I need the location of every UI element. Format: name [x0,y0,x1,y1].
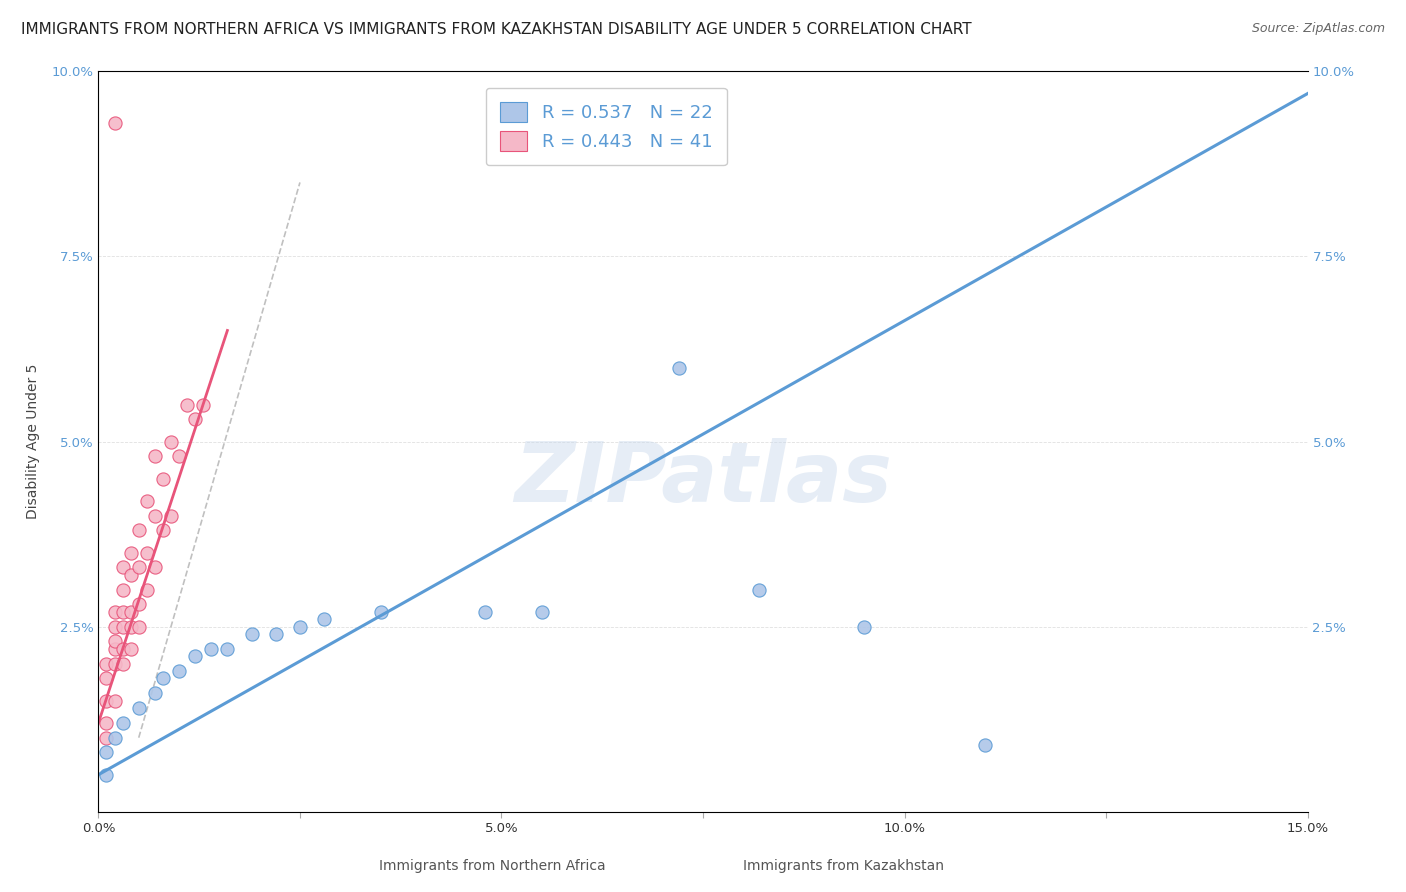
Point [128,524,150,538]
Point [111,605,134,619]
Text: Source: ZipAtlas.com: Source: ZipAtlas.com [1251,22,1385,36]
Text: Immigrants from Kazakhstan: Immigrants from Kazakhstan [744,859,943,872]
Point [111,582,134,597]
Point [152,524,174,538]
Point [853,619,876,633]
Point [120,619,142,633]
Point [111,715,134,730]
Point [103,619,125,633]
Point [240,627,263,641]
Point [96,657,118,671]
Point [160,434,183,449]
Point [184,649,207,664]
Point [96,715,118,730]
Point [152,672,174,686]
Point [135,582,157,597]
Text: IMMIGRANTS FROM NORTHERN AFRICA VS IMMIGRANTS FROM KAZAKHSTAN DISABILITY AGE UND: IMMIGRANTS FROM NORTHERN AFRICA VS IMMIG… [21,22,972,37]
Point [264,627,287,641]
Legend: R = 0.537   N = 22, R = 0.443   N = 41: R = 0.537 N = 22, R = 0.443 N = 41 [485,87,727,166]
Point [143,508,166,523]
Point [128,701,150,715]
Point [668,360,690,375]
Point [120,567,142,582]
Point [128,598,150,612]
Point [120,545,142,560]
Point [103,657,125,671]
Point [111,657,134,671]
Point [96,731,118,745]
Point [103,634,125,648]
Point [103,694,125,708]
Point [143,450,166,464]
Point [176,398,198,412]
Point [128,560,150,574]
Point [111,619,134,633]
Point [103,641,125,656]
Point [314,612,336,626]
Point [96,694,118,708]
Point [96,672,118,686]
Point [748,582,770,597]
Text: ZIPatlas: ZIPatlas [515,438,891,519]
Point [111,560,134,574]
Point [200,641,222,656]
Point [128,619,150,633]
Point [120,605,142,619]
Point [103,731,125,745]
Point [474,605,496,619]
Point [143,560,166,574]
Point [111,641,134,656]
Point [167,450,190,464]
Point [184,412,207,426]
Point [370,605,392,619]
Point [167,664,190,678]
Point [152,472,174,486]
Point [193,398,215,412]
Point [530,605,553,619]
Point [143,686,166,700]
Point [103,605,125,619]
Point [288,619,311,633]
Text: Immigrants from Northern Africa: Immigrants from Northern Africa [378,859,606,872]
Point [120,641,142,656]
Point [160,508,183,523]
Y-axis label: Disability Age Under 5: Disability Age Under 5 [27,364,41,519]
Point [96,746,118,760]
Point [103,116,125,130]
Point [135,545,157,560]
Point [135,493,157,508]
Point [217,641,239,656]
Point [96,767,118,781]
Point [974,738,997,752]
